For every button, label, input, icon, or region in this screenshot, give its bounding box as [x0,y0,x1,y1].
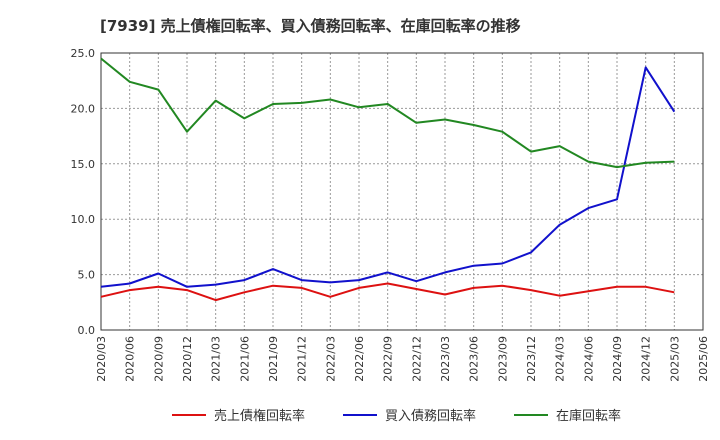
y-tick-label: 25.0 [71,47,96,60]
x-tick-label: 2020/06 [124,336,137,382]
x-tick-label: 2020/09 [152,336,165,382]
x-tick-label: 2024/03 [554,336,567,382]
y-axis: 0.0 5.0 10.0 15.0 20.0 25.0 [71,47,96,337]
x-tick-label: 2022/03 [324,336,337,382]
x-tick-label: 2020/12 [181,336,194,382]
x-tick-label: 2020/03 [95,336,108,382]
x-tick-label: 2022/06 [353,336,366,382]
x-tick-label: 2023/06 [468,336,481,382]
x-tick-label: 2024/06 [582,336,595,382]
y-tick-label: 10.0 [71,213,96,226]
legend-label: 買入債務回転率 [385,408,476,424]
x-tick-label: 2025/06 [697,336,710,382]
x-tick-label: 2021/09 [267,336,280,382]
series-line [100,282,675,302]
x-tick-label: 2022/12 [410,336,423,382]
x-axis: 2020/03 2020/06 2020/09 2020/12 2021/03 2021/… [95,336,710,382]
series-line [100,66,676,288]
y-tick-label: 0.0 [78,324,96,337]
x-tick-label: 2022/09 [382,336,395,382]
x-tick-label: 2021/06 [238,336,251,382]
y-tick-label: 20.0 [71,102,96,115]
series-line [100,57,675,169]
x-tick-label: 2021/03 [210,336,223,382]
x-tick-label: 2023/09 [496,336,509,382]
x-tick-label: 2021/12 [296,336,309,382]
x-tick-label: 2023/12 [525,336,538,382]
legend-label: 在庫回転率 [556,408,621,424]
chart-title: [7939] 売上債権回転率、買入債務回転率、在庫回転率の推移 [100,17,521,35]
y-tick-label: 15.0 [71,158,96,171]
plot-frame [100,52,704,331]
legend-label: 売上債権回転率 [214,408,305,424]
legend: 売上債権回転率 買入債務回転率 在庫回転率 [172,408,621,424]
x-tick-label: 2025/03 [668,336,681,382]
y-tick-label: 5.0 [78,269,96,282]
x-tick-label: 2024/09 [611,336,624,382]
grid-lines [101,53,703,330]
series-lines [100,57,676,302]
x-tick-label: 2024/12 [640,336,653,382]
x-tick-label: 2023/03 [439,336,452,382]
